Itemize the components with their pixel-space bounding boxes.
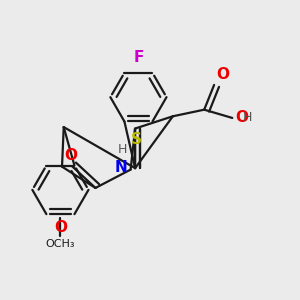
Text: N: N xyxy=(115,160,127,175)
Text: O: O xyxy=(216,67,229,82)
Text: O: O xyxy=(64,148,77,163)
Text: H: H xyxy=(118,143,127,156)
Text: S: S xyxy=(131,132,142,147)
Text: H: H xyxy=(243,111,252,124)
Text: OCH₃: OCH₃ xyxy=(46,239,75,249)
Text: F: F xyxy=(133,50,144,65)
Text: O: O xyxy=(54,220,67,235)
Text: O: O xyxy=(235,110,248,125)
